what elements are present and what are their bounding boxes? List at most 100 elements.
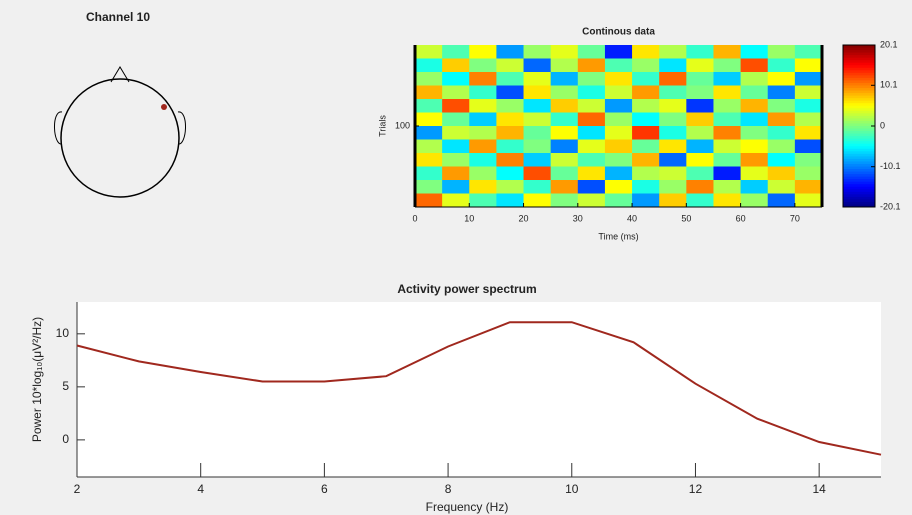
colorbar-step — [843, 95, 875, 99]
heat-cell — [469, 166, 497, 181]
x-tick-label: 4 — [197, 482, 204, 496]
heat-cell — [550, 72, 579, 86]
heat-cell — [442, 153, 470, 167]
x-tick-label: 30 — [573, 213, 583, 223]
colorbar-step — [843, 166, 875, 170]
heat-cell — [496, 112, 525, 127]
chart-title: Activity power spectrum — [397, 282, 536, 296]
heat-cell — [686, 45, 714, 59]
heat-cell — [686, 166, 714, 181]
heat-cell — [523, 166, 552, 181]
heat-cell — [577, 180, 606, 194]
heat-cell — [767, 153, 796, 167]
heat-cell — [632, 166, 660, 181]
heat-cell — [469, 85, 497, 100]
heat-cell — [659, 45, 687, 59]
x-tick-label: 10 — [565, 482, 579, 496]
heat-cell — [469, 139, 497, 154]
heat-cell — [577, 99, 606, 113]
x-tick-label: 0 — [412, 213, 417, 223]
chart-title: Continous data — [582, 27, 655, 38]
heat-cell — [577, 193, 606, 208]
heat-cell — [523, 58, 552, 73]
colorbar-step — [843, 90, 875, 94]
y-tick-label: 100 — [395, 120, 410, 130]
nose — [110, 66, 130, 83]
heat-cell — [686, 58, 714, 73]
heat-cell — [794, 193, 823, 208]
heat-cell — [550, 166, 579, 181]
spectrum-line — [76, 321, 882, 456]
heat-cell — [523, 99, 552, 113]
colorbar-tick-label: -20.1 — [880, 201, 901, 211]
heat-cell — [686, 112, 714, 127]
y-tick-label: 0 — [62, 432, 69, 446]
heat-cell — [659, 126, 687, 140]
heat-cell — [415, 45, 443, 59]
heat-cell — [740, 85, 769, 100]
heat-cell — [604, 112, 633, 127]
colorbar-step — [843, 110, 875, 114]
colorbar-step — [843, 50, 875, 54]
heat-cell — [442, 45, 470, 59]
colorbar-step — [843, 204, 875, 208]
colorbar-step — [843, 57, 875, 61]
heat-cell — [496, 166, 525, 181]
heat-cell — [604, 180, 633, 194]
heat-cell — [469, 58, 497, 73]
heat-cell — [442, 58, 470, 73]
y-tick-label: 10 — [56, 326, 70, 340]
heat-cell — [550, 139, 579, 154]
heat-cell — [632, 112, 660, 127]
heat-cell — [415, 126, 443, 140]
heat-cell — [415, 72, 443, 86]
colorbar-step — [843, 70, 875, 74]
heat-cell — [767, 126, 796, 140]
x-tick-label: 8 — [445, 482, 452, 496]
heat-cell — [523, 139, 552, 154]
heat-cell — [442, 139, 470, 154]
heat-cell — [523, 72, 552, 86]
colorbar-step — [843, 62, 875, 66]
heat-cell — [767, 180, 796, 194]
colorbar-step — [843, 75, 875, 79]
heat-cell — [577, 58, 606, 73]
colorbar-step — [843, 196, 875, 200]
x-axis-label: Time (ms) — [598, 231, 638, 241]
x-tick-label: 6 — [321, 482, 328, 496]
heat-cell — [550, 193, 579, 208]
colorbar-step — [843, 128, 875, 132]
x-tick-label: 50 — [681, 213, 691, 223]
heat-cell — [415, 99, 443, 113]
heat-cell — [523, 112, 552, 127]
heat-cell — [713, 58, 742, 73]
heat-cell — [767, 58, 796, 73]
colorbar-step — [843, 120, 875, 124]
heat-cell — [604, 126, 633, 140]
heat-cell — [632, 139, 660, 154]
colorbar-step — [843, 189, 875, 193]
heat-cell — [740, 126, 769, 140]
heat-cell — [713, 193, 742, 208]
heat-cell — [632, 153, 660, 167]
heat-cell — [415, 193, 443, 208]
heat-cell — [713, 139, 742, 154]
heat-cell — [794, 99, 823, 113]
colorbar-tick-label: -10.1 — [880, 161, 901, 171]
heat-cell — [604, 85, 633, 100]
heat-cell — [686, 85, 714, 100]
colorbar-step — [843, 82, 875, 86]
heat-cell — [632, 180, 660, 194]
heat-cell — [496, 72, 525, 86]
heat-cell — [767, 139, 796, 154]
heat-cell — [713, 166, 742, 181]
heat-cell — [713, 126, 742, 140]
colorbar-step — [843, 118, 875, 122]
heat-cell — [523, 153, 552, 167]
heat-cell — [767, 72, 796, 86]
y-tick-label: 5 — [62, 379, 69, 393]
colorbar-step — [843, 184, 875, 188]
heat-cell — [415, 85, 443, 100]
heat-cell — [415, 112, 443, 127]
heat-cell — [496, 58, 525, 73]
